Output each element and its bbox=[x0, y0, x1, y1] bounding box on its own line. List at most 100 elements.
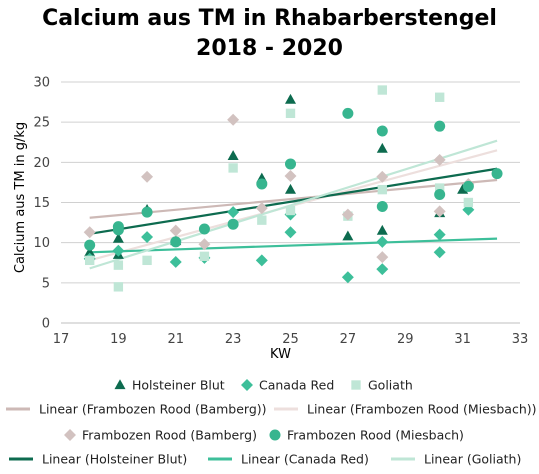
legend-marker-bamberg bbox=[64, 429, 76, 441]
point-bamberg bbox=[433, 153, 446, 166]
point-holsteiner bbox=[457, 183, 469, 194]
point-miesbach bbox=[285, 158, 296, 170]
chart-title-line-2: 2018 - 2020 bbox=[196, 36, 343, 61]
legend-marker-canada bbox=[241, 379, 253, 391]
point-holsteiner bbox=[227, 150, 239, 161]
point-bamberg bbox=[169, 224, 182, 237]
legend-label-lin_canada: Linear (Canada Red) bbox=[241, 452, 369, 467]
point-canada bbox=[227, 206, 240, 219]
point-holsteiner bbox=[342, 230, 354, 241]
point-goliath bbox=[434, 92, 445, 102]
point-miesbach bbox=[434, 188, 446, 200]
point-bamberg bbox=[83, 226, 96, 239]
x-tick-label: 33 bbox=[512, 332, 529, 347]
point-canada bbox=[376, 235, 389, 248]
point-canada bbox=[433, 228, 446, 241]
y-tick-label: 5 bbox=[42, 276, 50, 291]
point-holsteiner bbox=[376, 142, 388, 153]
data-points bbox=[83, 85, 503, 292]
point-miesbach bbox=[141, 206, 153, 218]
point-miesbach bbox=[170, 236, 182, 248]
legend-marker-goliath bbox=[351, 380, 361, 390]
point-goliath bbox=[463, 197, 474, 208]
point-bamberg bbox=[284, 170, 297, 182]
x-tick-label: 17 bbox=[53, 332, 70, 347]
point-miesbach bbox=[342, 107, 354, 119]
y-tick-label: 10 bbox=[33, 236, 50, 251]
point-goliath bbox=[434, 183, 445, 193]
trendline-lin_holsteiner bbox=[89, 167, 498, 235]
y-tick-label: 25 bbox=[33, 116, 50, 131]
legend-marker-miesbach bbox=[269, 429, 281, 441]
chart-title: Calcium aus TM in Rhabarberstengel 2018 … bbox=[0, 4, 539, 64]
trendlines bbox=[89, 139, 498, 270]
point-goliath bbox=[199, 251, 210, 262]
point-canada bbox=[255, 254, 268, 267]
point-canada bbox=[141, 231, 154, 244]
point-miesbach bbox=[112, 224, 124, 236]
point-bamberg bbox=[341, 208, 354, 221]
legend-label-holsteiner: Holsteiner Blut bbox=[132, 378, 225, 393]
point-goliath bbox=[377, 184, 387, 195]
x-tick-label: 31 bbox=[454, 332, 471, 347]
point-holsteiner bbox=[285, 93, 296, 104]
legend: Holsteiner Blut Canada Red Goliath Linear (… bbox=[6, 378, 537, 467]
trendline-lin_canada bbox=[89, 237, 498, 254]
point-goliath bbox=[113, 260, 124, 270]
point-bamberg bbox=[227, 113, 240, 126]
point-goliath bbox=[228, 163, 238, 173]
point-canada bbox=[169, 255, 182, 268]
trendline-lin_goliath bbox=[89, 139, 498, 270]
point-bamberg bbox=[141, 170, 154, 183]
point-miesbach bbox=[434, 120, 446, 132]
point-miesbach bbox=[462, 180, 474, 192]
point-goliath bbox=[257, 215, 267, 225]
legend-label-lin_holsteiner: Linear (Holsteiner Blut) bbox=[42, 452, 187, 467]
point-bamberg bbox=[376, 170, 389, 183]
point-miesbach bbox=[256, 178, 268, 190]
point-canada bbox=[433, 246, 446, 259]
legend-label-goliath: Goliath bbox=[368, 378, 413, 393]
point-miesbach bbox=[84, 239, 96, 251]
point-miesbach bbox=[198, 223, 210, 235]
legend-label-lin_miesbach: Linear (Frambozen Rood (Miesbach)) bbox=[307, 402, 537, 417]
x-tick-label: 25 bbox=[282, 332, 299, 347]
point-miesbach bbox=[491, 168, 503, 180]
point-bamberg bbox=[433, 205, 446, 218]
legend-label-lin_goliath: Linear (Goliath) bbox=[424, 452, 521, 467]
point-goliath bbox=[142, 255, 152, 266]
x-tick-label: 29 bbox=[397, 332, 414, 347]
x-tick-label: 23 bbox=[225, 332, 242, 347]
point-miesbach bbox=[376, 125, 388, 137]
point-canada bbox=[112, 244, 125, 257]
x-tick-label: 21 bbox=[167, 332, 184, 347]
point-canada bbox=[284, 226, 297, 239]
point-goliath bbox=[113, 282, 124, 292]
y-tick-label: 15 bbox=[33, 196, 50, 211]
trendline-lin_bamberg bbox=[89, 178, 498, 219]
point-goliath bbox=[85, 255, 95, 266]
x-axis-label: KW bbox=[270, 347, 291, 362]
point-goliath bbox=[377, 85, 387, 95]
point-holsteiner bbox=[84, 246, 96, 257]
point-miesbach bbox=[227, 218, 239, 230]
y-tick-label: 30 bbox=[33, 76, 50, 91]
point-bamberg bbox=[255, 202, 268, 215]
point-holsteiner bbox=[112, 232, 124, 243]
point-holsteiner bbox=[285, 183, 296, 194]
x-tick-label: 19 bbox=[110, 332, 127, 347]
y-tick-label: 0 bbox=[42, 317, 50, 332]
point-canada bbox=[376, 263, 389, 276]
point-bamberg bbox=[198, 238, 211, 251]
legend-label-canada: Canada Red bbox=[259, 378, 334, 393]
legend-label-miesbach: Frambozen Rood (Miesbach) bbox=[287, 428, 464, 443]
point-holsteiner bbox=[376, 224, 388, 235]
point-goliath bbox=[285, 108, 296, 119]
legend-marker-holsteiner bbox=[114, 379, 126, 390]
x-tick-label: 27 bbox=[340, 332, 357, 347]
legend-label-lin_bamberg: Linear (Frambozen Rood (Bamberg)) bbox=[39, 402, 267, 417]
y-tick-label: 20 bbox=[33, 156, 50, 171]
point-goliath bbox=[285, 205, 296, 216]
point-canada bbox=[341, 271, 354, 284]
